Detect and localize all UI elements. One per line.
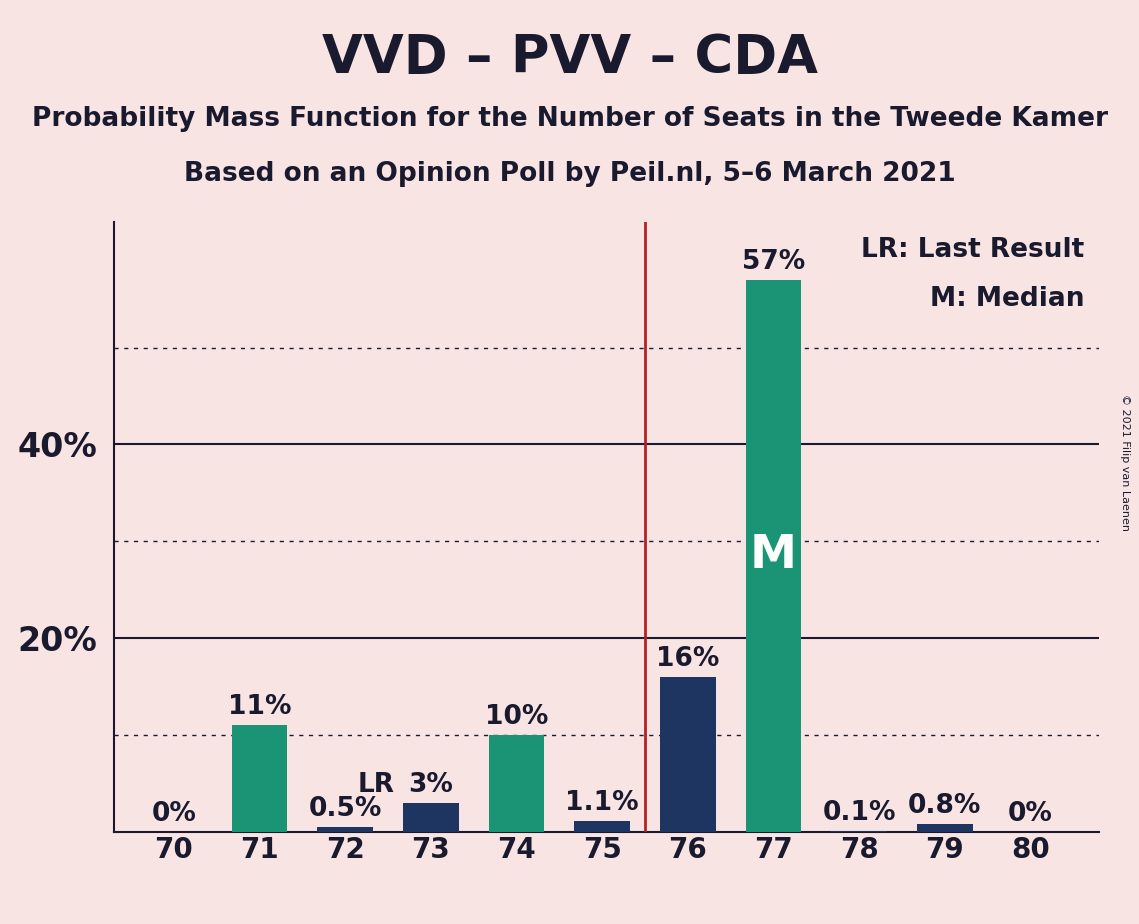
Bar — [403, 803, 459, 832]
Bar — [318, 827, 374, 832]
Text: LR: LR — [358, 772, 395, 797]
Text: 3%: 3% — [409, 772, 453, 797]
Text: 10%: 10% — [485, 704, 548, 730]
Bar — [661, 676, 715, 832]
Text: 0%: 0% — [1008, 801, 1054, 827]
Text: © 2021 Filip van Laenen: © 2021 Filip van Laenen — [1121, 394, 1130, 530]
Text: 0.8%: 0.8% — [908, 793, 982, 819]
Text: Probability Mass Function for the Number of Seats in the Tweede Kamer: Probability Mass Function for the Number… — [32, 106, 1107, 132]
Text: Based on an Opinion Poll by Peil.nl, 5–6 March 2021: Based on an Opinion Poll by Peil.nl, 5–6… — [183, 161, 956, 187]
Text: 57%: 57% — [741, 249, 805, 275]
Text: M: M — [751, 533, 797, 578]
Text: 0.1%: 0.1% — [822, 800, 896, 826]
Bar — [917, 824, 973, 832]
Bar — [489, 735, 544, 832]
Bar — [231, 725, 287, 832]
Text: VVD – PVV – CDA: VVD – PVV – CDA — [321, 32, 818, 84]
Text: 11%: 11% — [228, 694, 292, 721]
Text: M: Median: M: Median — [929, 286, 1084, 311]
Text: 0%: 0% — [151, 801, 196, 827]
Bar — [574, 821, 630, 832]
Text: 16%: 16% — [656, 646, 720, 672]
Bar — [746, 280, 802, 832]
Text: 1.1%: 1.1% — [565, 790, 639, 816]
Bar — [831, 831, 887, 832]
Text: 0.5%: 0.5% — [309, 796, 382, 822]
Text: LR: Last Result: LR: Last Result — [861, 237, 1084, 263]
